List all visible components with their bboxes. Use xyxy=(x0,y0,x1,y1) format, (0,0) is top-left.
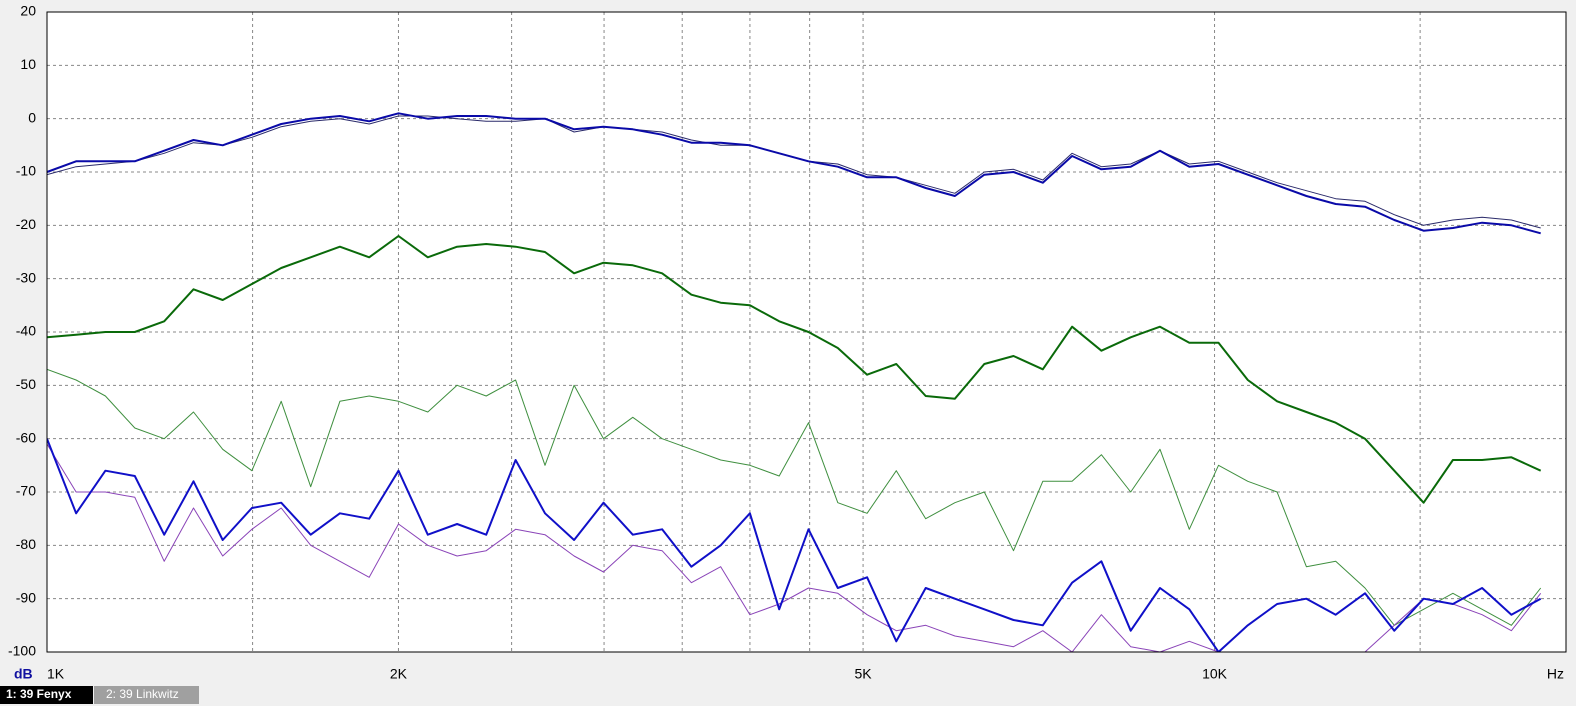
y-tick-label: 10 xyxy=(20,56,36,72)
y-tick-label: -70 xyxy=(16,483,36,499)
y-tick-label: -90 xyxy=(16,589,36,605)
y-tick-label: -40 xyxy=(16,323,36,339)
x-axis-label: Hz xyxy=(1547,666,1564,682)
plot-border xyxy=(46,11,1567,653)
x-tick-label: 2K xyxy=(390,666,408,682)
y-tick-label: -60 xyxy=(16,429,36,445)
y-tick-label: -20 xyxy=(16,216,36,232)
y-tick-label: 20 xyxy=(20,3,36,19)
curve xyxy=(47,235,1542,504)
tab-label[interactable]: 2: 39 Linkwitz xyxy=(106,687,179,701)
y-tick-label: -100 xyxy=(8,643,36,659)
tab[interactable] xyxy=(94,686,199,704)
y-axis-label: dB xyxy=(14,666,33,682)
curve xyxy=(47,112,1541,235)
curve xyxy=(47,368,1542,626)
y-tick-label: -30 xyxy=(16,269,36,285)
x-tick-label: 5K xyxy=(855,666,873,682)
y-tick-label: -10 xyxy=(16,163,36,179)
y-tick-label: -50 xyxy=(16,376,36,392)
x-tick-label: 1K xyxy=(47,666,65,682)
x-tick-label: 10K xyxy=(1202,666,1228,682)
curve xyxy=(47,443,1542,652)
curve xyxy=(47,438,1542,652)
y-tick-label: 0 xyxy=(28,109,36,125)
tab-label[interactable]: 1: 39 Fenyx xyxy=(6,687,72,701)
tab-active[interactable] xyxy=(0,686,93,704)
y-tick-label: -80 xyxy=(16,536,36,552)
